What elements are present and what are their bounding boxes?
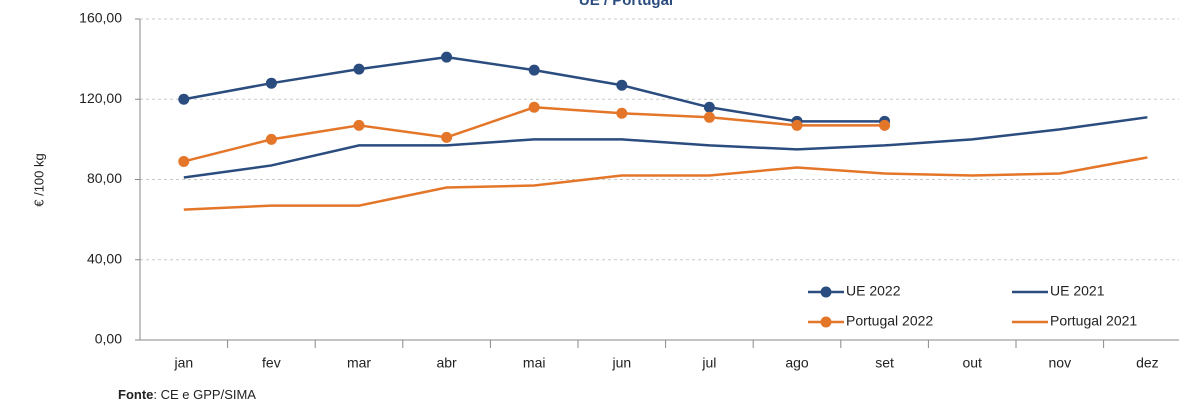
point	[703, 111, 715, 123]
point	[703, 101, 715, 113]
x-tick-label: jul	[701, 355, 716, 371]
point	[879, 119, 891, 131]
point	[616, 107, 628, 119]
point	[353, 63, 365, 75]
y-tick-label: 40,00	[87, 250, 122, 266]
point	[353, 119, 365, 131]
x-tick-label: dez	[1136, 355, 1159, 371]
point	[616, 79, 628, 91]
point	[791, 119, 803, 131]
point	[265, 77, 277, 89]
x-tick-label: mai	[523, 355, 546, 371]
source-text: : CE e GPP/SIMA	[153, 387, 256, 402]
point	[441, 51, 453, 63]
point	[178, 155, 190, 167]
y-tick-label: 80,00	[87, 170, 122, 186]
legend-marker	[820, 286, 832, 298]
series-line	[183, 106, 885, 163]
series-line	[183, 116, 1148, 179]
legend-label: UE 2022	[846, 283, 901, 299]
x-tick-label: mar	[347, 355, 371, 371]
chart-title: UE / Portugal	[579, 0, 673, 9]
x-tick-label: nov	[1049, 355, 1072, 371]
y-tick-label: 0,00	[95, 331, 122, 347]
x-tick-label: set	[875, 355, 894, 371]
point	[528, 101, 540, 113]
legend-marker	[820, 316, 832, 328]
y-axis-label: € /100 kg	[31, 153, 46, 207]
y-tick-label: 120,00	[79, 90, 122, 106]
legend-label: UE 2021	[1050, 283, 1105, 299]
x-tick-label: fev	[262, 355, 281, 371]
legend-label: Portugal 2022	[846, 313, 933, 329]
point	[528, 64, 540, 76]
source: Fonte: CE e GPP/SIMA	[118, 387, 256, 402]
legend-label: Portugal 2021	[1050, 313, 1137, 329]
source-label: Fonte	[118, 387, 153, 402]
x-tick-label: abr	[436, 355, 457, 371]
y-tick-label: 160,00	[79, 10, 122, 26]
point	[178, 93, 190, 105]
x-tick-label: out	[962, 355, 982, 371]
x-tick-label: jun	[611, 355, 631, 371]
point	[441, 131, 453, 143]
series-line	[183, 156, 1148, 211]
x-tick-label: jan	[173, 355, 193, 371]
point	[265, 133, 277, 145]
x-tick-label: ago	[785, 355, 809, 371]
